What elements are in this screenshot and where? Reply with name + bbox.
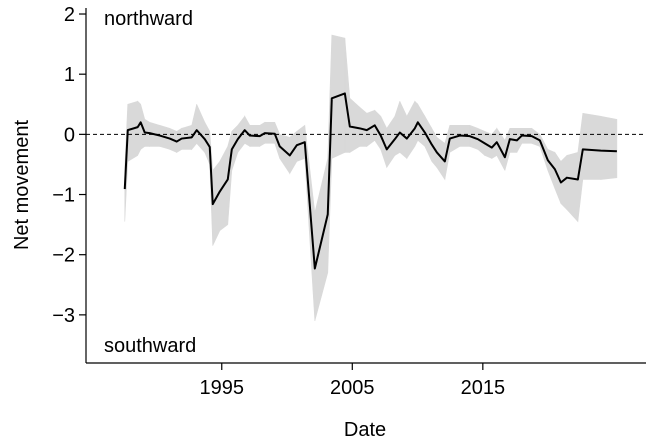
y-tick-label: −1: [52, 185, 75, 207]
confidence-band: [196, 104, 206, 154]
x-tick-label: 2005: [330, 377, 375, 399]
confidence-band: [582, 112, 602, 180]
confidence-band: [566, 152, 579, 223]
data-line: [123, 92, 617, 270]
x-axis-label: Date: [344, 419, 386, 441]
y-tick-label: 1: [64, 64, 75, 86]
confidence-band: [349, 97, 361, 153]
confidence-band: [191, 104, 197, 151]
confidence-band: [137, 100, 141, 156]
y-tick-label: 0: [64, 124, 75, 146]
confidence-band: [399, 101, 408, 160]
confidence-band: [394, 101, 401, 156]
y-axis-label: Net movement: [11, 120, 33, 250]
y-tick-label: −2: [52, 245, 75, 267]
y-tick-label: 2: [64, 4, 75, 26]
confidence-band: [127, 100, 138, 162]
x-tick-label: 2015: [461, 377, 506, 399]
x-tick-label: 1995: [200, 377, 245, 399]
confidence-band: [359, 106, 368, 147]
y-tick-label: −3: [52, 305, 75, 327]
annotation: southward: [104, 335, 196, 357]
confidence-band: [600, 115, 618, 180]
annotation: northward: [104, 8, 193, 30]
